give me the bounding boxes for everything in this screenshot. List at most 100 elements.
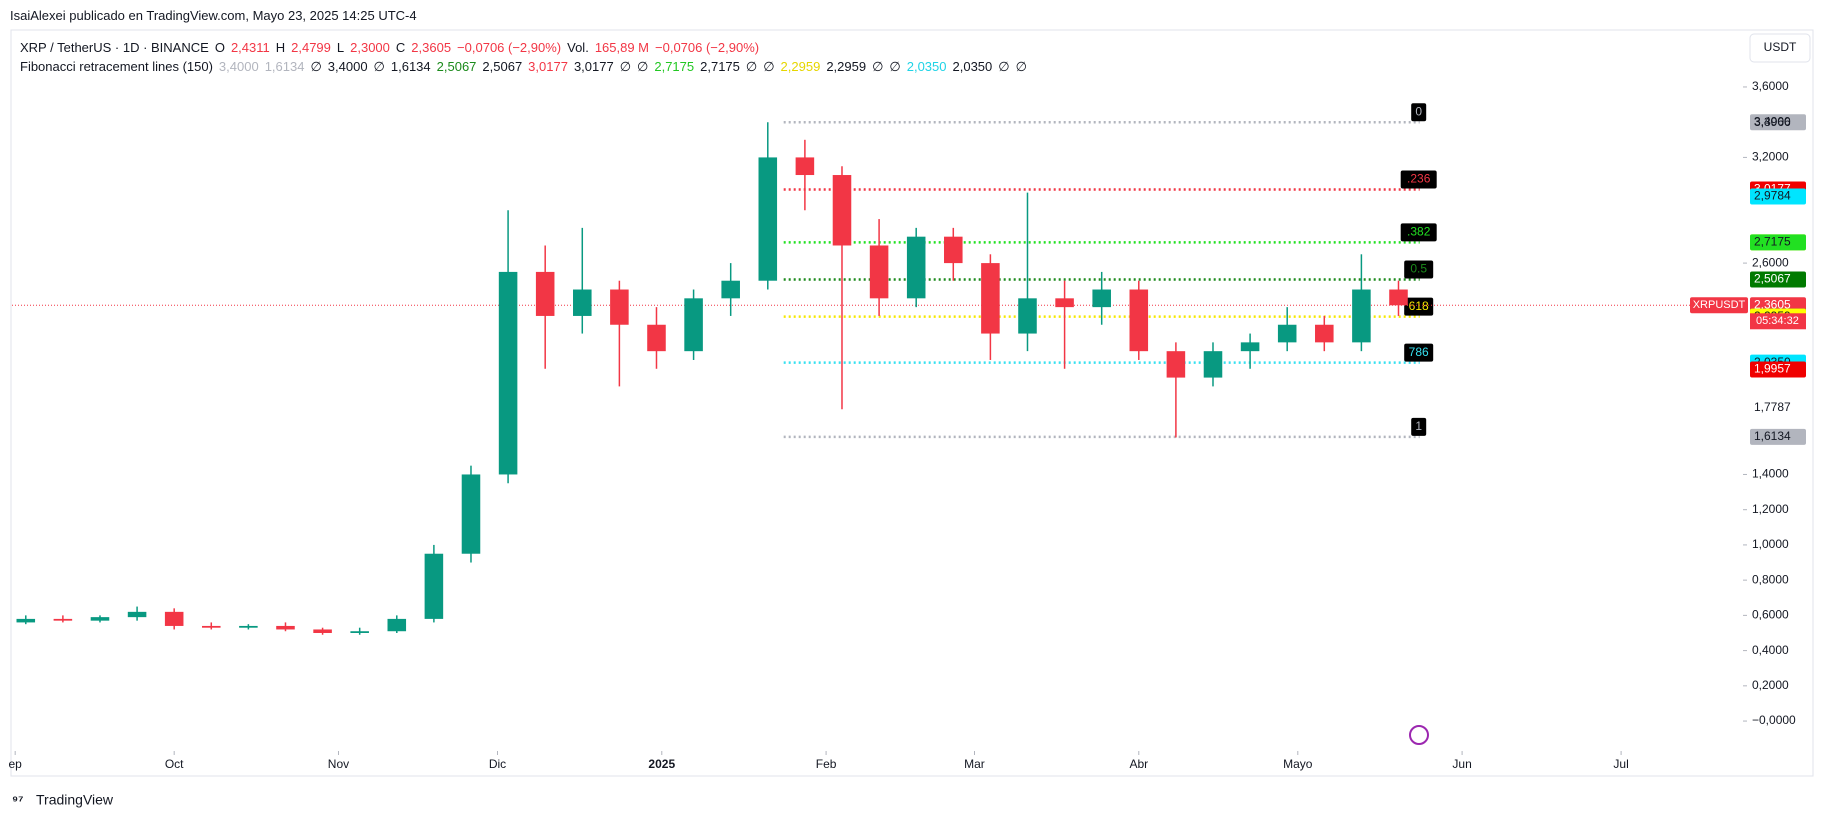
candle-body [906,236,926,299]
legend-line: Fibonacci retracement lines (150) 3,4000 1… [20,57,1033,76]
candle-body [573,289,592,316]
price-label: 1,6134 [1754,429,1791,443]
fib-label-box [1400,170,1437,189]
price-label: 3,3966 [1754,115,1791,129]
candle-body [1352,289,1371,343]
candle-body [869,245,889,299]
legend-item: 3,4000 [327,59,368,74]
price-label: 1,9957 [1754,362,1791,376]
legend-item: 165,89 M [594,40,650,55]
legend-item: O [214,40,225,55]
candle-body [387,618,407,632]
candle-body [647,324,666,352]
legend-item: 2,3000 [350,40,390,55]
symbol-tag-box [1690,297,1748,314]
price-label-box [1750,361,1806,378]
lightning-icon[interactable] [1409,725,1429,745]
candle-body [1315,324,1334,343]
fib-label: 0 [1415,104,1422,118]
candle-body [498,271,518,475]
fib-label-box [1404,260,1434,279]
y-tick-label: 1,0000 [1752,537,1789,551]
candle-body [127,611,147,618]
legend-item: 2,7175 [654,59,695,74]
currency-button-label[interactable]: USDT [1764,40,1797,54]
countdown-box [1750,313,1806,330]
legend-line: XRP / TetherUS · 1D · BINANCE O 2,4311 H 2,4… [20,38,1033,57]
legend-item: 2,4311 [230,40,270,55]
x-tick-label: Jun [1452,757,1471,771]
price-label: 3,4000 [1754,114,1791,128]
candle-body [424,553,444,619]
legend-item: 2,5067 [482,59,523,74]
candle-body [1055,298,1074,308]
price-label-box [1750,271,1806,288]
legend-item: 3,0177 [528,59,568,74]
candle-body [1092,289,1111,308]
x-tick-label: Abr [1129,757,1148,771]
legend-item: 3,0177 [573,59,614,74]
candle-body [350,631,369,633]
legend-item: ∅ [373,59,385,74]
fib-label-box [1404,297,1434,316]
candle-body [1240,342,1260,352]
x-tick-label: Feb [816,757,837,771]
candle-body [53,618,73,621]
price-label-box [1750,234,1806,251]
price-label: 2,5067 [1754,272,1791,286]
brand: TradingView [36,792,114,808]
legend-item: 3,4000 [218,59,259,74]
legend: XRP / TetherUS · 1D · BINANCE O 2,4311 H 2,4… [20,38,1033,76]
candle-body [535,271,555,316]
x-tick-label: Oct [165,757,184,771]
fib-label: 618 [1409,299,1429,313]
legend-item: ∅ [872,59,884,74]
fib-label-box [1400,223,1437,242]
candle-body [461,474,481,554]
fib-label: .382 [1407,225,1431,239]
price-label: 2,3605 [1754,297,1791,311]
legend-item: ∅ [998,59,1010,74]
currency-button[interactable] [1749,33,1811,63]
y-tick-label: 1,2000 [1752,502,1789,516]
legend-item: 2,0350 [906,59,947,74]
x-tick-label: Jul [1613,757,1628,771]
legend-item: 2,7175 [700,59,740,74]
legend-item: 1,6134 [390,59,431,74]
legend-item: ∅ [637,59,649,74]
legend-item: ∅ [889,59,901,74]
legend-item: ∅ [745,59,758,74]
fib-label-box [1411,417,1427,436]
candle-body [832,175,852,246]
y-tick-label: 3,2000 [1752,150,1789,164]
candle-body [1018,298,1037,334]
legend-item: ∅ [619,59,632,74]
legend-item: H [275,40,286,55]
price-label: 2,9784 [1754,189,1791,203]
candle-body [981,263,1000,334]
candle-body [276,625,295,630]
symbol-tag: XRPUSDT [1693,299,1746,311]
legend-item: 2,3605 [411,40,452,55]
legend-item: 1,6134 [264,59,305,74]
publish-info: IsaiAlexei publicado en TradingView.com,… [10,8,417,23]
candle-body [1166,351,1186,378]
legend-item: C [395,40,406,55]
x-tick-label: Mayo [1283,757,1313,771]
y-tick-label: 0,2000 [1752,678,1789,692]
price-label-box [1750,188,1806,205]
legend-item: ∅ [1015,59,1027,74]
legend-item: L [336,40,345,55]
legend-item: 2,2959 [780,59,821,74]
price-label-box [1750,428,1806,445]
price-label-box [1750,114,1806,131]
y-tick-label: 0,6000 [1752,608,1789,622]
fib-label: 1 [1415,419,1422,433]
legend-item: ∅ [310,59,322,74]
legend-item: 2,5067 [436,59,477,74]
countdown: 05:34:32 [1756,315,1799,327]
x-tick-label: ep [9,757,23,771]
candle-body [944,236,963,264]
